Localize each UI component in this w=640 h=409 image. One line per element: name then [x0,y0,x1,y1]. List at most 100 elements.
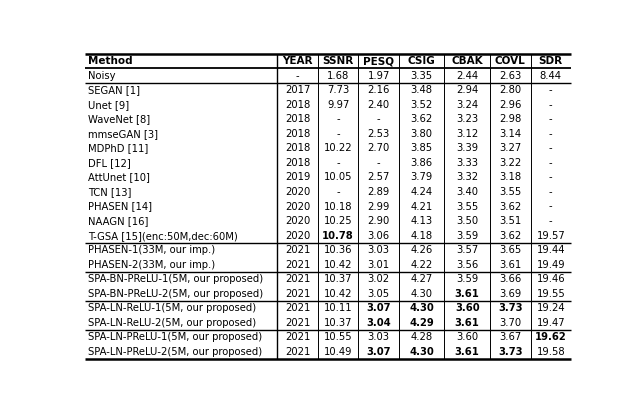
Text: Unet [9]: Unet [9] [88,100,129,110]
Text: 3.55: 3.55 [499,187,522,197]
Text: 10.05: 10.05 [324,173,353,182]
Text: PESQ: PESQ [363,56,394,66]
Text: SPA-LN-PReLU-2(5M, our proposed): SPA-LN-PReLU-2(5M, our proposed) [88,347,262,357]
Text: 3.79: 3.79 [410,173,433,182]
Text: 3.04: 3.04 [366,318,391,328]
Text: SPA-BN-PReLU-2(5M, our proposed): SPA-BN-PReLU-2(5M, our proposed) [88,289,263,299]
Text: 3.86: 3.86 [411,158,433,168]
Text: 2021: 2021 [285,303,310,313]
Text: 3.12: 3.12 [456,129,478,139]
Text: 2018: 2018 [285,144,310,153]
Text: 2.44: 2.44 [456,71,478,81]
Text: 3.14: 3.14 [499,129,522,139]
Text: 3.70: 3.70 [499,318,522,328]
Text: 10.37: 10.37 [324,274,353,284]
Text: SDR: SDR [539,56,563,66]
Text: -: - [336,129,340,139]
Text: -: - [336,187,340,197]
Text: 2.80: 2.80 [499,85,522,95]
Text: 10.78: 10.78 [323,231,354,240]
Text: 2021: 2021 [285,274,310,284]
Text: 3.80: 3.80 [411,129,433,139]
Text: -: - [336,114,340,124]
Text: 3.73: 3.73 [498,303,522,313]
Text: 2018: 2018 [285,114,310,124]
Text: 3.33: 3.33 [456,158,478,168]
Text: 3.07: 3.07 [366,303,391,313]
Text: 2020: 2020 [285,187,310,197]
Text: 2018: 2018 [285,100,310,110]
Text: 3.62: 3.62 [499,202,522,211]
Text: 10.22: 10.22 [324,144,353,153]
Text: 3.22: 3.22 [499,158,522,168]
Text: SPA-LN-ReLU-2(5M, our proposed): SPA-LN-ReLU-2(5M, our proposed) [88,318,256,328]
Text: 19.55: 19.55 [536,289,565,299]
Text: 3.65: 3.65 [499,245,522,255]
Text: -: - [549,100,552,110]
Text: PHASEN-1(33M, our imp.): PHASEN-1(33M, our imp.) [88,245,215,255]
Text: 7.73: 7.73 [327,85,349,95]
Text: 2.94: 2.94 [456,85,478,95]
Text: 3.59: 3.59 [456,274,478,284]
Text: 3.32: 3.32 [456,173,478,182]
Text: 3.40: 3.40 [456,187,478,197]
Text: 2021: 2021 [285,318,310,328]
Text: -: - [336,158,340,168]
Text: -: - [549,187,552,197]
Text: 19.62: 19.62 [535,333,566,342]
Text: -: - [377,158,380,168]
Text: Method: Method [88,56,132,66]
Text: PHASEN [14]: PHASEN [14] [88,202,152,211]
Text: mmseGAN [3]: mmseGAN [3] [88,129,158,139]
Text: 3.52: 3.52 [410,100,433,110]
Text: 2018: 2018 [285,158,310,168]
Text: -: - [549,114,552,124]
Text: 10.11: 10.11 [324,303,353,313]
Text: 10.36: 10.36 [324,245,353,255]
Text: 4.18: 4.18 [411,231,433,240]
Text: 1.68: 1.68 [327,71,349,81]
Text: YEAR: YEAR [282,56,313,66]
Text: CSIG: CSIG [408,56,436,66]
Text: 2.57: 2.57 [367,173,390,182]
Text: 3.69: 3.69 [499,289,522,299]
Text: 3.24: 3.24 [456,100,478,110]
Text: PHASEN-2(33M, our imp.): PHASEN-2(33M, our imp.) [88,260,215,270]
Text: -: - [549,216,552,226]
Text: 4.30: 4.30 [410,303,434,313]
Text: -: - [549,173,552,182]
Text: 4.29: 4.29 [410,318,434,328]
Text: 4.24: 4.24 [411,187,433,197]
Text: 2020: 2020 [285,202,310,211]
Text: 2.70: 2.70 [367,144,390,153]
Text: 3.61: 3.61 [455,318,479,328]
Text: 3.50: 3.50 [456,216,478,226]
Text: -: - [549,144,552,153]
Text: 3.60: 3.60 [455,303,479,313]
Text: 3.61: 3.61 [499,260,522,270]
Text: 2.90: 2.90 [367,216,390,226]
Text: 3.67: 3.67 [499,333,522,342]
Text: 10.25: 10.25 [324,216,353,226]
Text: 3.66: 3.66 [499,274,522,284]
Text: 19.44: 19.44 [536,245,565,255]
Text: 3.62: 3.62 [499,231,522,240]
Text: COVL: COVL [495,56,525,66]
Text: MDPhD [11]: MDPhD [11] [88,144,148,153]
Text: 2018: 2018 [285,129,310,139]
Text: 19.46: 19.46 [536,274,565,284]
Text: 19.24: 19.24 [536,303,565,313]
Text: 8.44: 8.44 [540,71,562,81]
Text: 3.56: 3.56 [456,260,478,270]
Text: -: - [549,85,552,95]
Text: 10.55: 10.55 [324,333,353,342]
Text: 4.26: 4.26 [410,245,433,255]
Text: 3.03: 3.03 [367,333,390,342]
Text: 3.73: 3.73 [498,347,522,357]
Text: 2.40: 2.40 [367,100,390,110]
Text: 4.27: 4.27 [410,274,433,284]
Text: DFL [12]: DFL [12] [88,158,131,168]
Text: 19.58: 19.58 [536,347,565,357]
Text: 2.99: 2.99 [367,202,390,211]
Text: 10.42: 10.42 [324,260,353,270]
